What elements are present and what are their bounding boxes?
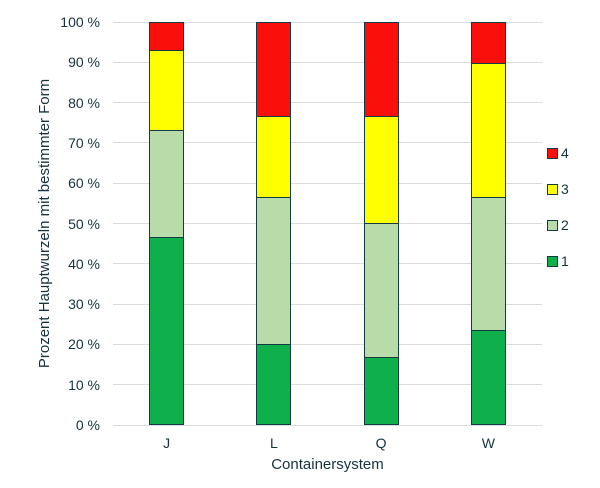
bar-J-segment-1 bbox=[150, 236, 184, 424]
gridline bbox=[113, 223, 542, 224]
bar-J-segment-3 bbox=[150, 49, 184, 130]
gridline bbox=[113, 424, 542, 426]
x-tick-label-L: L bbox=[269, 435, 278, 451]
bar-L-segment-4 bbox=[257, 23, 291, 117]
bar-W bbox=[470, 22, 506, 425]
y-tick-label: 90 % bbox=[68, 54, 100, 71]
gridline bbox=[113, 21, 542, 23]
gridline bbox=[113, 182, 542, 184]
bar-W-segment-3 bbox=[471, 63, 505, 197]
gridline bbox=[113, 263, 542, 265]
bar-Q bbox=[363, 22, 399, 425]
legend-swatch-1 bbox=[547, 256, 558, 267]
y-tick-label: 10 % bbox=[68, 376, 100, 393]
y-tick-label: 40 % bbox=[68, 255, 100, 272]
legend-item-2: 2 bbox=[547, 217, 569, 233]
legend-swatch-4 bbox=[547, 148, 558, 159]
bar-L-segment-3 bbox=[257, 116, 291, 197]
legend-label-1: 1 bbox=[561, 253, 569, 269]
gridline bbox=[113, 61, 542, 63]
bar-L-segment-2 bbox=[257, 196, 291, 344]
x-axis-title: Containersystem bbox=[271, 456, 384, 473]
gridline bbox=[113, 384, 542, 386]
bar-W-segment-1 bbox=[471, 330, 505, 424]
y-tick-label: 60 % bbox=[68, 175, 100, 192]
legend-swatch-2 bbox=[547, 220, 558, 231]
bar-Q-segment-1 bbox=[364, 357, 398, 424]
y-tick-label: 80 % bbox=[68, 94, 100, 111]
y-tick-label: 50 % bbox=[68, 215, 100, 232]
y-tick-label: 0 % bbox=[75, 417, 100, 433]
legend: 4 3 2 1 bbox=[547, 145, 569, 292]
x-tick-label-J: J bbox=[163, 435, 171, 451]
bar-Q-segment-2 bbox=[364, 223, 398, 358]
gridline bbox=[113, 343, 542, 345]
legend-item-4: 4 bbox=[547, 145, 569, 161]
bar-Q-segment-4 bbox=[364, 23, 398, 117]
plot-area bbox=[113, 21, 542, 426]
gridline bbox=[113, 303, 542, 305]
legend-label-4: 4 bbox=[561, 145, 569, 161]
legend-label-2: 2 bbox=[561, 217, 569, 233]
gridline bbox=[113, 102, 542, 104]
legend-item-3: 3 bbox=[547, 181, 569, 197]
x-tick-label-Q: Q bbox=[375, 435, 387, 451]
y-tick-label: 100 % bbox=[60, 14, 100, 30]
gridline bbox=[113, 142, 542, 144]
bar-J bbox=[149, 22, 185, 425]
bar-W-segment-2 bbox=[471, 196, 505, 331]
bar-J-segment-4 bbox=[150, 23, 184, 50]
bar-L-segment-1 bbox=[257, 343, 291, 424]
bar-Q-segment-3 bbox=[364, 116, 398, 224]
legend-item-1: 1 bbox=[547, 253, 569, 269]
x-tick-label-W: W bbox=[481, 435, 495, 451]
bar-J-segment-2 bbox=[150, 129, 184, 237]
y-tick-label: 70 % bbox=[68, 134, 100, 151]
legend-label-3: 3 bbox=[561, 181, 569, 197]
bar-L bbox=[256, 22, 292, 425]
bar-W-segment-4 bbox=[471, 23, 505, 64]
legend-swatch-3 bbox=[547, 184, 558, 195]
y-tick-label: 20 % bbox=[68, 336, 100, 353]
y-tick-label: 30 % bbox=[68, 296, 100, 313]
